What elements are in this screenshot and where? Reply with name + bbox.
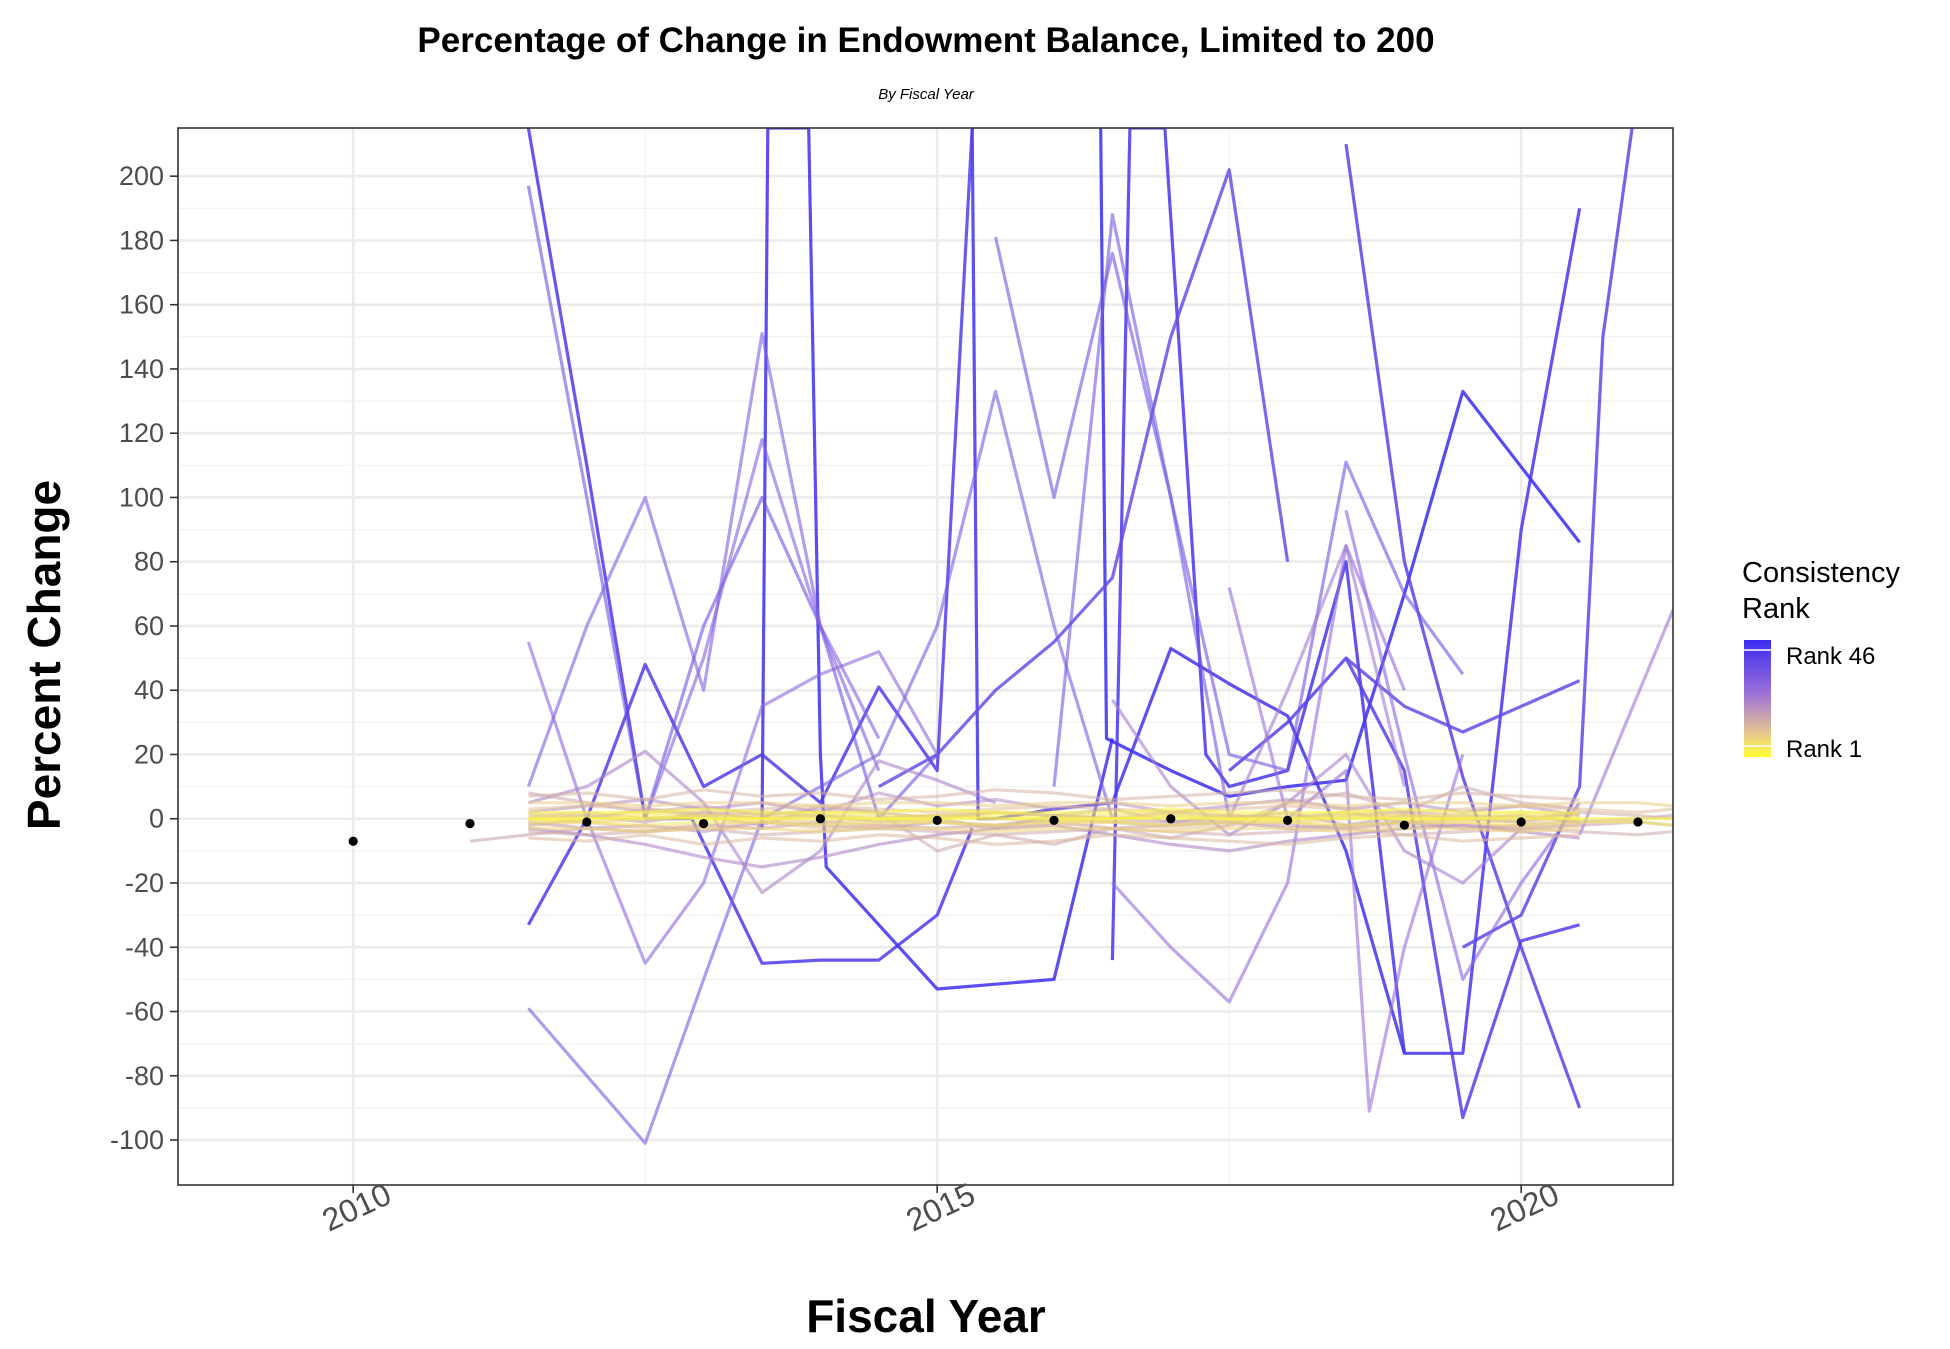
y-tick-label: 160 — [119, 290, 164, 320]
series-line-rank-40 — [1228, 656, 1581, 1120]
y-tick-label: 140 — [119, 354, 164, 384]
mean-point — [698, 818, 709, 829]
y-tick-label: 200 — [119, 161, 164, 191]
legend-colorbar — [1744, 640, 1771, 757]
series-line-rank-22 — [527, 749, 997, 895]
legend-label-rank-1: Rank 1 — [1786, 736, 1862, 763]
series-line-rank-25 — [1578, 609, 1673, 836]
mean-point — [1049, 815, 1059, 825]
series-line-rank-12 — [528, 788, 1580, 802]
chart-title: Percentage of Change in Endowment Balanc… — [417, 21, 1434, 60]
mean-point — [1516, 817, 1526, 827]
y-tick-label: 100 — [119, 482, 164, 512]
series-line-rank-4 — [528, 820, 1673, 827]
mean-point — [932, 815, 942, 825]
series-line-rank-24 — [1227, 544, 1406, 820]
legend: Consistency Rank Rank 46 Rank 1 — [1742, 557, 1900, 763]
series-line-rank-33 — [1052, 213, 1231, 819]
y-tick-label: -80 — [125, 1061, 164, 1091]
mean-point — [1399, 820, 1409, 830]
series-line-rank-37 — [1344, 656, 1581, 734]
chart-subtitle: By Fiscal Year — [878, 86, 975, 103]
y-axis-title: Percent Change — [18, 480, 70, 830]
legend-title-line-1: Consistency — [1742, 557, 1900, 589]
series-line-rank-29 — [1344, 509, 1581, 982]
mean-point — [1282, 815, 1293, 825]
series-line-rank-35 — [526, 185, 939, 821]
y-tick-label: 120 — [119, 418, 164, 448]
grid-lines — [178, 128, 1673, 1185]
y-tick-label: 60 — [134, 611, 164, 641]
y-tick-label: -60 — [125, 997, 164, 1027]
series-line-rank-7 — [528, 801, 1673, 808]
series-line-rank-11 — [528, 833, 1580, 847]
series-line-rank-46 — [1099, 128, 1581, 798]
legend-label-rank-46: Rank 46 — [1786, 643, 1875, 670]
series-line-rank-41 — [526, 128, 974, 926]
mean-point — [1166, 814, 1176, 824]
y-tick-label: 20 — [134, 739, 164, 769]
series-line-rank-5 — [528, 810, 1580, 818]
series-line-rank-36 — [878, 168, 1290, 789]
y-tick-label: 80 — [134, 547, 164, 577]
series-lines — [469, 128, 1673, 1145]
y-tick-label: 40 — [134, 675, 164, 705]
mean-point — [1633, 817, 1643, 827]
series-line-rank-30 — [643, 438, 881, 820]
mean-point — [815, 814, 825, 824]
series-line-rank-38 — [1462, 128, 1634, 949]
series-line-rank-34 — [994, 236, 1465, 773]
series-line-rank-2 — [528, 807, 1580, 814]
series-line-rank-26 — [1227, 587, 1465, 1113]
mean-points — [348, 814, 1643, 846]
x-axis-title: Fiscal Year — [806, 1290, 1046, 1342]
legend-title-line-2: Rank — [1742, 593, 1810, 625]
series-line-rank-39 — [1344, 143, 1582, 1109]
y-tick-label: 180 — [119, 225, 164, 255]
mean-point — [348, 836, 358, 846]
series-line-rank-32 — [527, 389, 1114, 1145]
mean-point — [582, 817, 592, 827]
y-axis: 200180160140120100806040200-20-40-60-80-… — [110, 161, 178, 1155]
series-line-rank-27 — [1111, 544, 1406, 1004]
y-tick-label: 0 — [149, 804, 164, 834]
y-tick-label: -40 — [125, 932, 164, 962]
mean-point — [465, 818, 475, 829]
y-tick-label: -100 — [110, 1125, 164, 1155]
panel-border — [177, 127, 1674, 1186]
y-tick-label: -20 — [125, 868, 164, 898]
